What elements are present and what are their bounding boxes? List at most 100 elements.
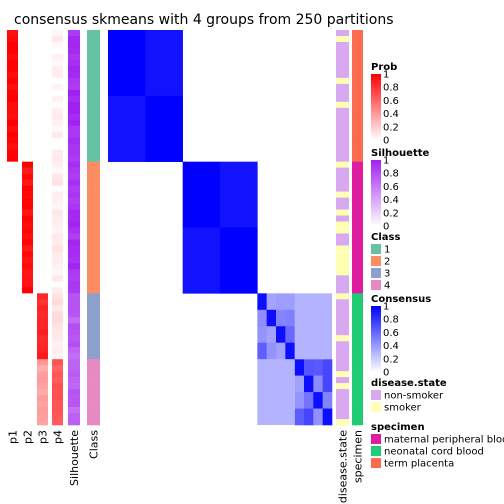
prob-cell xyxy=(22,419,33,426)
chart-title: consensus skmeans with 4 groups from 250… xyxy=(14,12,394,28)
prob-cell xyxy=(52,149,63,156)
silhouette-cell xyxy=(68,107,80,115)
prob-cell xyxy=(37,341,48,348)
prob-cell xyxy=(52,299,63,306)
specimen-cell xyxy=(352,263,363,270)
prob-cell xyxy=(22,71,33,79)
silhouette-cell xyxy=(68,77,80,85)
prob-cell xyxy=(7,47,18,55)
disease-state-cell xyxy=(336,53,349,61)
consensus-block xyxy=(294,408,305,426)
prob-cell xyxy=(37,413,48,420)
consensus-block xyxy=(145,30,183,97)
prob-cell xyxy=(22,395,33,402)
prob-cell xyxy=(7,59,18,67)
class-cell xyxy=(87,257,100,264)
legend-swatch xyxy=(371,458,381,468)
class-cell xyxy=(87,275,100,282)
prob-cell xyxy=(7,101,18,109)
disease-state-cell xyxy=(336,359,349,366)
prob-cell xyxy=(7,125,18,133)
disease-state-cell xyxy=(336,89,349,97)
class-cell xyxy=(87,305,100,312)
prob-cell xyxy=(52,131,63,139)
silhouette-cell xyxy=(68,203,80,210)
column-label: p2 xyxy=(22,430,35,444)
silhouette-cell xyxy=(68,101,80,109)
disease-state-cell xyxy=(336,275,349,282)
prob-cell xyxy=(22,389,33,396)
prob-cell xyxy=(37,335,48,342)
consensus-block xyxy=(285,342,295,360)
disease-state-cell xyxy=(336,341,349,348)
disease-state-cell xyxy=(336,215,349,222)
silhouette-cell xyxy=(68,167,80,174)
specimen-cell xyxy=(352,77,363,85)
prob-cell xyxy=(22,383,33,390)
legend-tick: 0.6 xyxy=(383,96,399,107)
legends: Prob10.80.60.40.20Silhouette10.80.60.40.… xyxy=(371,62,504,470)
prob-cell xyxy=(37,239,48,246)
consensus-block xyxy=(182,227,221,294)
prob-cell xyxy=(22,95,33,103)
class-cell xyxy=(87,101,100,109)
silhouette-cell xyxy=(68,287,80,294)
prob-cell xyxy=(52,179,63,186)
silhouette-cell xyxy=(68,389,80,396)
class-cell xyxy=(87,125,100,133)
legend-label: term placenta xyxy=(384,459,454,470)
prob-cell xyxy=(22,371,33,378)
prob-cell xyxy=(7,71,18,79)
disease-state-cell xyxy=(336,173,349,180)
prob-cell xyxy=(37,119,48,127)
prob-cell xyxy=(7,197,18,204)
consensus-block xyxy=(285,293,295,311)
prob-cell xyxy=(37,287,48,294)
class-cell xyxy=(87,251,100,258)
class-cell xyxy=(87,323,100,330)
prob-cell xyxy=(22,143,33,150)
prob-cell xyxy=(37,323,48,330)
class-cell xyxy=(87,149,100,156)
prob-cell xyxy=(7,329,18,336)
prob-cell xyxy=(22,329,33,336)
prob-cell xyxy=(22,215,33,222)
column-label: specimen xyxy=(352,430,365,483)
specimen-cell xyxy=(352,239,363,246)
prob-cell xyxy=(37,215,48,222)
silhouette-cell xyxy=(68,365,80,372)
prob-cell xyxy=(37,173,48,180)
disease-state-cell xyxy=(336,191,349,198)
legend-tick: 0 xyxy=(383,368,389,379)
prob-cell xyxy=(7,173,18,180)
consensus-block xyxy=(266,309,277,327)
prob-cell xyxy=(22,197,33,204)
prob-cell xyxy=(52,365,63,372)
silhouette-cell xyxy=(68,125,80,133)
class-cell xyxy=(87,83,100,91)
consensus-block xyxy=(294,359,305,376)
prob-cell xyxy=(37,299,48,306)
prob-cell xyxy=(37,161,48,168)
prob-cell xyxy=(7,311,18,318)
specimen-cell xyxy=(352,59,363,67)
column-label: p1 xyxy=(7,430,20,444)
disease-state-cell xyxy=(336,389,349,396)
silhouette-cell xyxy=(68,299,80,306)
prob-cell xyxy=(7,335,18,342)
prob-cell xyxy=(37,257,48,264)
silhouette-cell xyxy=(68,305,80,312)
prob-cell xyxy=(7,95,18,103)
column-labels: p1 p2 p3 p4 Silhouette Class disease.state spec… xyxy=(7,430,365,503)
prob-cell xyxy=(52,173,63,180)
class-cell xyxy=(87,185,100,192)
disease-state-cell xyxy=(336,323,349,330)
legend-title: Prob xyxy=(371,62,397,73)
disease-state-cell xyxy=(336,197,349,204)
class-cell xyxy=(87,119,100,127)
consensus-block xyxy=(294,392,305,409)
consensus-block xyxy=(313,408,323,426)
prob-cell xyxy=(22,401,33,408)
prob-cell xyxy=(22,137,33,145)
prob-cell xyxy=(37,113,48,121)
